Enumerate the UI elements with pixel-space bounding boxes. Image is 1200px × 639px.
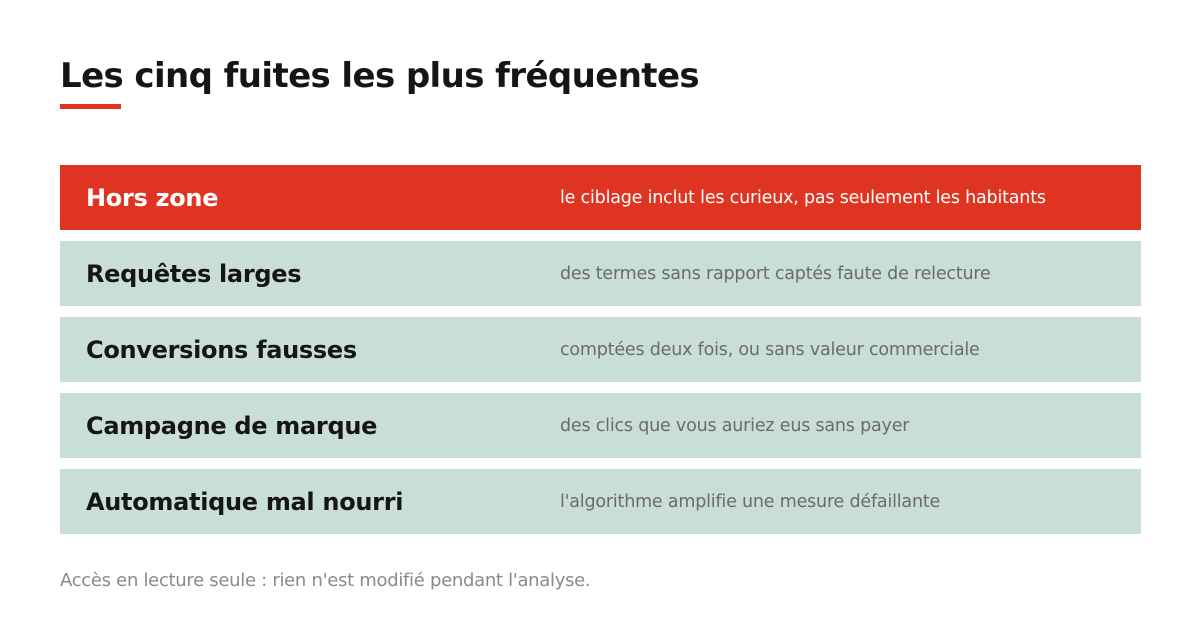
leak-list: Hors zone le ciblage inclut les curieux,… — [60, 165, 1141, 545]
leak-row-label: Conversions fausses — [86, 335, 357, 364]
leak-row-automatique-mal-nourri: Automatique mal nourri l'algorithme ampl… — [60, 469, 1141, 534]
leak-row-label: Requêtes larges — [86, 259, 302, 288]
leak-row-label: Automatique mal nourri — [86, 487, 404, 516]
leak-row-label: Campagne de marque — [86, 411, 378, 440]
leak-row-description: l'algorithme amplifie une mesure défaill… — [560, 491, 941, 512]
leak-row-label: Hors zone — [86, 183, 219, 212]
leak-row-description: comptées deux fois, ou sans valeur comme… — [560, 339, 980, 360]
leak-row-hors-zone: Hors zone le ciblage inclut les curieux,… — [60, 165, 1141, 230]
title-underline — [60, 104, 121, 109]
leak-row-description: le ciblage inclut les curieux, pas seule… — [560, 187, 1046, 208]
leak-row-requetes-larges: Requêtes larges des termes sans rapport … — [60, 241, 1141, 306]
leak-row-description: des clics que vous auriez eus sans payer — [560, 415, 910, 436]
page-title: Les cinq fuites les plus fréquentes — [60, 56, 700, 96]
leak-row-description: des termes sans rapport captés faute de … — [560, 263, 991, 284]
leak-row-campagne-de-marque: Campagne de marque des clics que vous au… — [60, 393, 1141, 458]
footnote: Accès en lecture seule : rien n'est modi… — [60, 570, 591, 591]
leak-row-conversions-fausses: Conversions fausses comptées deux fois, … — [60, 317, 1141, 382]
